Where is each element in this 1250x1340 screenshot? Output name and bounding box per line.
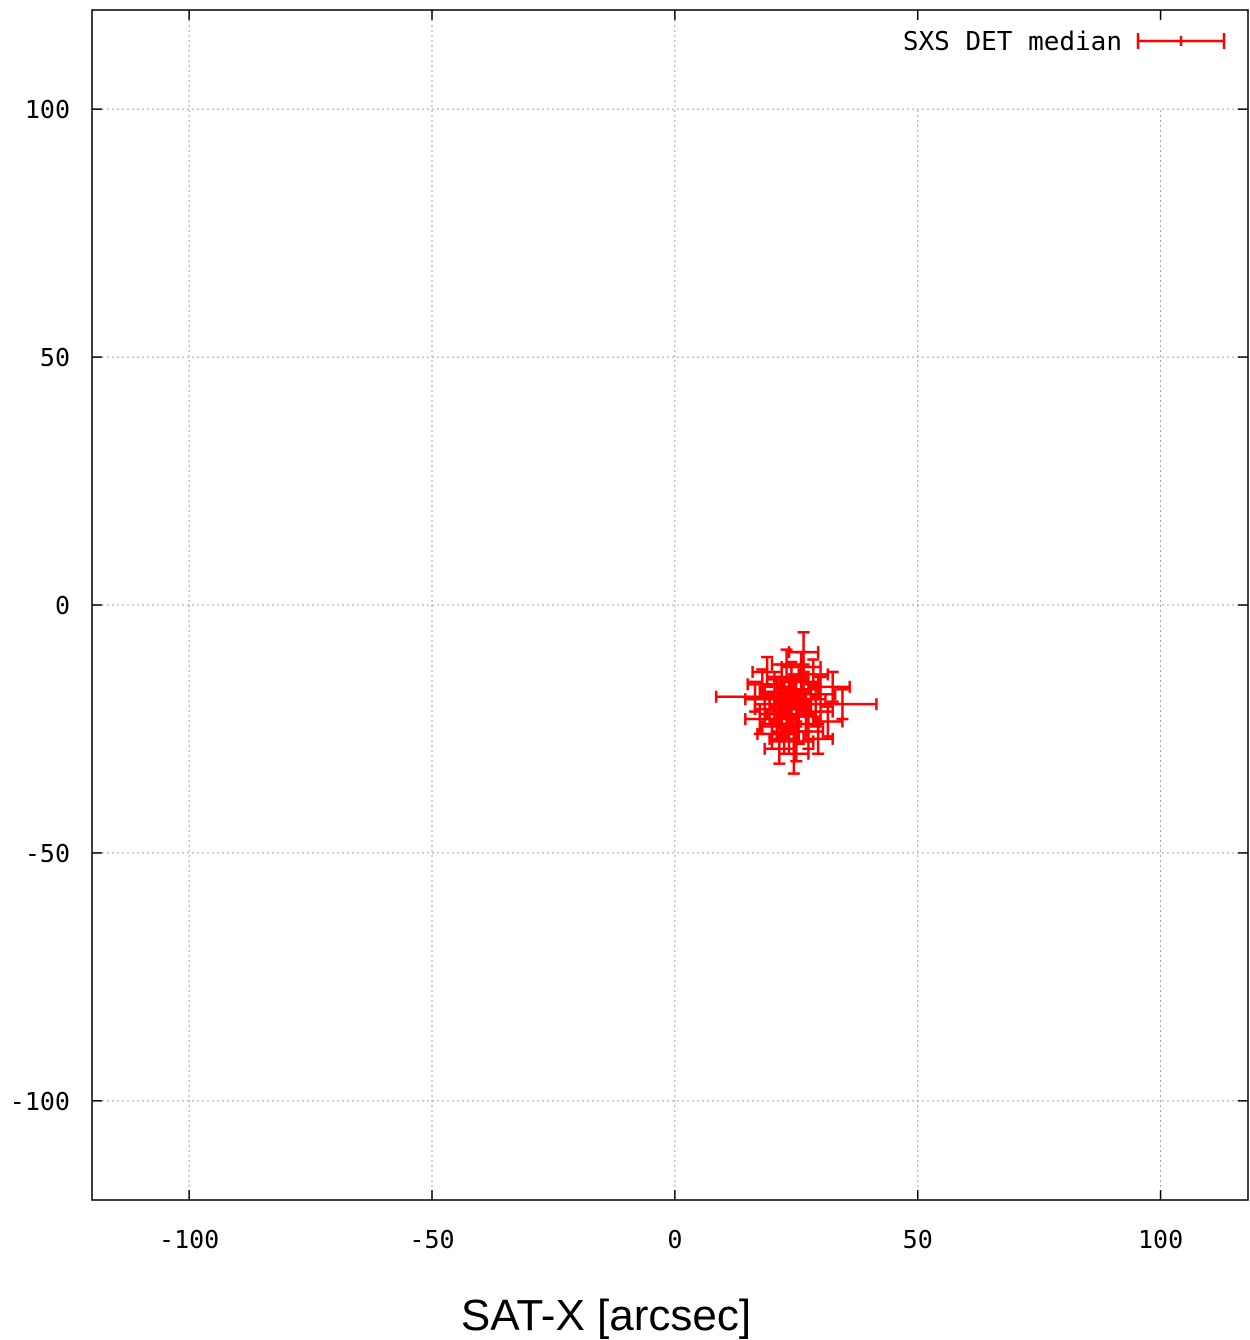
y-tick-labels: -100 -50 0 50 100 <box>10 95 70 1116</box>
data-point <box>763 732 796 765</box>
legend-background <box>860 20 1240 108</box>
data-point <box>802 722 834 755</box>
plot-frame <box>91 9 1249 1201</box>
data-point <box>787 631 820 674</box>
legend-label-sxs-det-median: SXS DET median <box>903 27 1122 57</box>
data-points <box>714 631 878 775</box>
data-point <box>804 675 837 713</box>
x-tick-label: 0 <box>667 1225 682 1254</box>
data-point <box>746 668 779 701</box>
data-point <box>797 658 830 691</box>
legend-errorbar-glyph <box>1136 33 1226 49</box>
x-axis-title: SAT-X [arcsec] <box>461 1291 751 1340</box>
legend: SXS DET median <box>860 20 1240 108</box>
data-point <box>770 648 803 681</box>
x-tick-label: 100 <box>1138 1225 1183 1254</box>
data-point <box>761 710 793 743</box>
y-tick-label: -100 <box>10 1087 70 1116</box>
grid-lines <box>92 10 1248 1200</box>
data-point <box>751 655 783 689</box>
x-tick-label: 50 <box>903 1225 933 1254</box>
tick-marks <box>92 10 1248 1200</box>
x-tick-labels: -100 -50 0 50 100 <box>159 1225 1183 1254</box>
data-point <box>814 670 851 703</box>
legend-marker-errorbar <box>1136 33 1226 49</box>
x-tick-label: -100 <box>159 1225 219 1254</box>
x-tick-label: -50 <box>409 1225 454 1254</box>
y-tick-label: -50 <box>25 839 70 868</box>
data-point <box>807 688 878 721</box>
y-tick-label: 0 <box>55 591 70 620</box>
data-point <box>714 680 796 713</box>
y-tick-label: 100 <box>25 95 70 124</box>
y-tick-label: 50 <box>40 343 70 372</box>
